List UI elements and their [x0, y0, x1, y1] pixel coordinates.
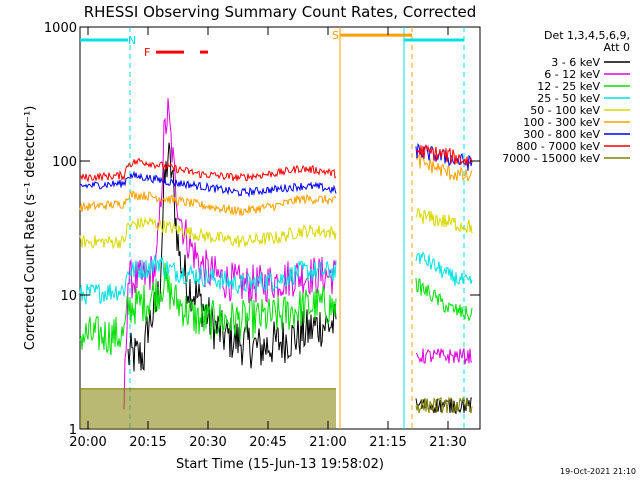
series-line-after-gap-5: [415, 155, 473, 183]
series-line-after-gap-1: [415, 348, 473, 365]
chart-title: RHESSI Observing Summary Count Rates, Co…: [84, 3, 477, 21]
series-line-6: [79, 170, 337, 198]
x-tick-label-0: 20:00: [69, 435, 106, 450]
legend-header-line-1: Det 1,3,4,5,6,9,: [544, 29, 630, 42]
timeline-bars: [80, 33, 464, 54]
series-line-1: [123, 98, 337, 410]
series-line-after-gap-3: [415, 251, 473, 287]
y-tick-label-3: 1000: [44, 21, 77, 36]
x-tick-label-3: 20:45: [249, 435, 286, 450]
series-line-3: [79, 255, 337, 305]
legend-label-5: 100 - 300 keV: [523, 116, 600, 129]
legend-label-4: 50 - 100 keV: [530, 104, 600, 117]
series-line-5: [79, 190, 337, 217]
x-tick-label-5: 21:15: [369, 435, 406, 450]
legend-header-line-2: Att 0: [604, 41, 630, 54]
series-lines: [79, 98, 473, 429]
x-tick-label-6: 21:30: [429, 435, 466, 450]
y-axis-label: Corrected Count Rate (s⁻¹ detector⁻¹): [23, 106, 38, 351]
legend-label-3: 25 - 50 keV: [537, 92, 600, 105]
x-tick-label-2: 20:30: [189, 435, 226, 450]
marker-lines: [129, 27, 465, 429]
legend-label-6: 300 - 800 keV: [523, 128, 600, 141]
y-tick-label-0: 1: [69, 423, 77, 438]
x-axis-label: Start Time (15-Jun-13 19:58:02): [176, 457, 384, 472]
legend-label-8: 7000 - 15000 keV: [502, 152, 600, 165]
legend-label-0: 3 - 6 keV: [551, 56, 600, 69]
series-line-2: [79, 262, 337, 356]
series-line-after-gap-8: [415, 396, 473, 414]
series-line-4: [79, 216, 337, 250]
y-tick-label-2: 100: [52, 155, 77, 170]
annotation-f: F: [144, 46, 150, 59]
annotation-n: N: [128, 34, 136, 47]
y-axis-ticks: 1 10 100 1000: [44, 21, 480, 438]
x-axis-ticks: 20:00 20:15 20:30 20:45 21:00 21:15 21:30: [69, 27, 467, 450]
footer-date: 19-Oct-2021 21:10: [560, 467, 636, 476]
legend-label-7: 800 - 7000 keV: [516, 140, 600, 153]
series-line-7: [80, 157, 337, 183]
legend-label-2: 12 - 25 keV: [537, 80, 600, 93]
series-line-after-gap-4: [415, 207, 473, 234]
series-line-after-gap-7: [415, 144, 473, 166]
x-tick-label-1: 20:15: [129, 435, 166, 450]
x-tick-label-4: 21:00: [309, 435, 346, 450]
y-tick-label-1: 10: [60, 289, 77, 304]
series-line-after-gap-2: [415, 277, 473, 321]
legend-label-1: 6 - 12 keV: [544, 68, 600, 81]
annotations: NF S: [128, 29, 339, 59]
annotation-s: S: [332, 29, 339, 42]
